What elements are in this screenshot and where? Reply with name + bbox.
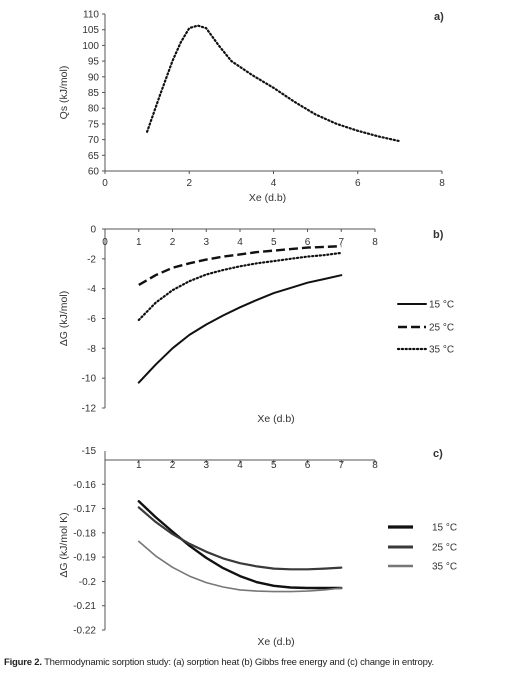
x-tick-label: 1 xyxy=(136,237,142,248)
y-tick-label: -2 xyxy=(87,254,96,265)
y-tick-label: 0 xyxy=(90,225,96,236)
y-tick-label: 85 xyxy=(88,88,100,99)
y-tick-label: -0.16 xyxy=(73,480,96,491)
x-tick-label: 3 xyxy=(203,460,209,471)
x-tick-label: 2 xyxy=(170,460,176,471)
y-tick-label: -0.21 xyxy=(73,601,96,612)
x-axis-label: Xe (d.b) xyxy=(257,636,294,648)
y-tick-label: -12 xyxy=(82,404,97,415)
panel-label: c) xyxy=(433,448,443,460)
y-tick-label: -0.19 xyxy=(73,553,96,564)
x-tick-label: 2 xyxy=(170,237,176,248)
series-line-0 xyxy=(137,274,343,384)
chart-panel-a: 60 65 70 75 80 85 90 95 100 105 110 0 2 4 6 8 Xe (d.b) Qs… xyxy=(58,10,445,205)
x-tick-label: 8 xyxy=(439,178,445,189)
caption-text: Thermodynamic sorption study: (a) sorpti… xyxy=(44,657,434,668)
y-tick-label: 60 xyxy=(88,167,100,178)
y-tick-label: -10 xyxy=(82,374,97,385)
x-tick-label: 7 xyxy=(338,460,344,471)
y-axis-top-label: -15 xyxy=(82,446,97,457)
y-tick-label: -8 xyxy=(87,344,96,355)
y-tick-label: 75 xyxy=(88,119,100,130)
x-tick-label: 5 xyxy=(271,237,277,248)
y-tick-label: -0.18 xyxy=(73,528,96,539)
x-tick-label: 4 xyxy=(271,178,277,189)
chart-panel-c: -15 -0.16 -0.17 -0.18 -0.19 -0.2 -0.21 -0.22 1 2 3… xyxy=(58,446,457,648)
x-tick-label: 6 xyxy=(355,178,361,189)
series-line-0 xyxy=(137,500,343,590)
panel-label: b) xyxy=(433,229,444,241)
y-tick-label: 95 xyxy=(88,57,100,68)
x-tick-label: 2 xyxy=(186,178,192,189)
legend-label: 35 °C xyxy=(429,345,454,356)
x-tick-label: 1 xyxy=(136,460,142,471)
x-tick-label: 7 xyxy=(338,237,344,248)
x-tick-label: 6 xyxy=(305,460,311,471)
x-tick-label: 0 xyxy=(102,237,108,248)
series-line-1 xyxy=(137,506,343,571)
y-tick-label: 65 xyxy=(88,151,100,162)
legend-label: 25 °C xyxy=(429,323,454,334)
y-tick-label: 100 xyxy=(82,41,99,52)
x-tick-label: 8 xyxy=(372,237,378,248)
y-tick-label: 110 xyxy=(83,10,99,21)
x-axis-label: Xe (d.b) xyxy=(249,192,286,204)
panel-label: a) xyxy=(434,11,444,23)
series-line-2 xyxy=(137,251,343,322)
x-tick-label: 5 xyxy=(271,460,277,471)
y-tick-label: -6 xyxy=(87,314,96,325)
x-tick-label: 0 xyxy=(102,178,108,189)
x-tick-label: 8 xyxy=(372,460,378,471)
y-axis-label: ΔG (kJ/mol K) xyxy=(58,512,70,577)
x-axis-label: Xe (d.b) xyxy=(257,413,294,425)
x-tick-label: 4 xyxy=(237,237,243,248)
figure-caption: Figure 2. Thermodynamic sorption study: … xyxy=(4,657,504,668)
y-axis-label: Qs (kJ/mol) xyxy=(58,66,70,120)
y-tick-label: -0.2 xyxy=(79,577,97,588)
y-tick-label: 70 xyxy=(88,135,100,146)
y-tick-label: 105 xyxy=(82,25,99,36)
y-tick-label: -4 xyxy=(87,284,96,295)
series-line-1 xyxy=(138,245,342,286)
x-tick-label: 3 xyxy=(203,237,209,248)
legend-label: 25 °C xyxy=(432,543,457,554)
y-tick-label: -0.22 xyxy=(73,626,96,637)
series-line-0 xyxy=(146,24,401,143)
y-tick-label: -0.17 xyxy=(73,504,96,515)
y-axis-label: ΔG (kJ/mol) xyxy=(58,291,70,346)
y-tick-label: 90 xyxy=(88,72,100,83)
x-tick-label: 4 xyxy=(237,460,243,471)
legend-label: 15 °C xyxy=(432,523,457,534)
caption-label: Figure 2. xyxy=(4,657,42,668)
x-tick-label: 6 xyxy=(305,237,311,248)
chart-panel-b: 0 -2 -4 -6 -8 -10 -12 0 1 2 3 4 5 6 7 8 Xe (d.b) ΔG (kJ/m… xyxy=(58,225,454,426)
series-line-2 xyxy=(138,540,343,593)
legend-label: 35 °C xyxy=(432,562,457,573)
legend-label: 15 °C xyxy=(429,300,454,311)
y-tick-label: 80 xyxy=(88,104,100,115)
